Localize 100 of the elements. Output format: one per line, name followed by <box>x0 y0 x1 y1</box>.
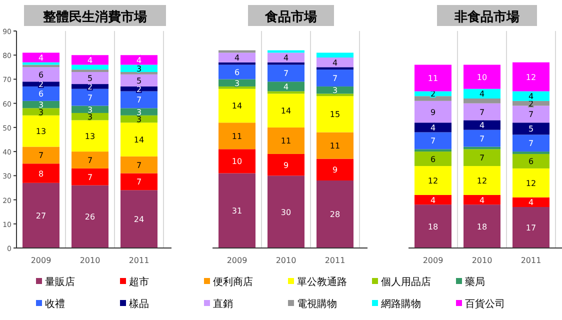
data-label: 5 <box>87 74 93 84</box>
data-label: 12 <box>526 72 536 82</box>
bar <box>464 64 500 89</box>
bar <box>414 96 452 101</box>
data-label: 7 <box>38 151 44 160</box>
bar <box>22 146 60 164</box>
data-label: 6 <box>528 157 534 166</box>
bar <box>22 86 60 101</box>
bar <box>512 134 550 152</box>
x-tick-label: 2011 <box>324 256 346 265</box>
data-label: 3 <box>332 86 338 96</box>
data-label: 4 <box>38 54 44 63</box>
data-label: 11 <box>330 142 340 151</box>
data-label: 6 <box>38 70 44 80</box>
bar <box>512 154 550 168</box>
bar <box>22 52 60 62</box>
bar <box>464 130 500 147</box>
data-label: 7 <box>479 134 485 144</box>
bar <box>218 88 256 123</box>
data-label: 3 <box>38 108 44 117</box>
data-label: 14 <box>280 106 292 116</box>
data-label: 4 <box>234 54 240 63</box>
data-label: 6 <box>430 154 436 164</box>
bar <box>316 96 354 132</box>
bar <box>268 82 304 92</box>
data-label: 7 <box>479 154 485 163</box>
data-label: 4 <box>528 198 534 208</box>
data-label: 7 <box>528 139 534 148</box>
data-label: 26 <box>84 212 96 222</box>
data-label: 7 <box>332 74 338 84</box>
legend-label: 超市 <box>129 276 149 288</box>
bar <box>414 122 452 132</box>
bar <box>72 55 108 65</box>
data-label: 5 <box>136 76 142 86</box>
data-label: 4 <box>430 196 436 205</box>
bar <box>414 64 452 92</box>
data-label: 28 <box>330 210 340 220</box>
x-tick-label: 2009 <box>226 256 248 265</box>
bar <box>464 120 500 130</box>
bar <box>120 122 158 156</box>
data-label: 7 <box>430 136 436 146</box>
legend-label: 電視購物 <box>297 298 337 310</box>
bar <box>218 86 256 89</box>
bar <box>72 168 108 186</box>
data-label: 30 <box>280 208 292 217</box>
bar <box>268 62 304 65</box>
data-label: 12 <box>526 178 536 188</box>
data-label: 3 <box>38 100 44 110</box>
data-label: 4 <box>136 56 142 65</box>
data-label: 11 <box>428 74 438 84</box>
data-label: 3 <box>234 78 240 88</box>
bar <box>22 182 60 248</box>
data-label: 12 <box>476 176 488 186</box>
legend-label: 量販店 <box>45 276 75 288</box>
chart-title: 食品市場 <box>264 9 317 25</box>
data-label: 4 <box>283 82 289 92</box>
data-label: 3 <box>136 108 142 117</box>
bar <box>218 62 256 65</box>
data-label: 9 <box>283 160 289 170</box>
bar <box>464 204 500 248</box>
bar <box>316 132 354 159</box>
legend-label: 百貨公司 <box>465 298 505 310</box>
x-tick-label: 2009 <box>30 256 52 265</box>
chart-title: 整體民生消費市場 <box>42 9 147 25</box>
data-label: 17 <box>526 224 536 233</box>
bar <box>22 62 60 65</box>
data-label: 7 <box>87 172 93 182</box>
data-label: 4 <box>87 56 93 65</box>
bar <box>414 149 452 152</box>
bar <box>414 166 452 195</box>
data-label: 11 <box>232 132 242 141</box>
data-label: 11 <box>280 136 292 146</box>
data-label: 13 <box>84 132 96 141</box>
x-tick-label: 2010 <box>276 256 296 265</box>
data-label: 3 <box>136 64 142 74</box>
bar <box>268 64 304 82</box>
data-label: 18 <box>476 222 488 232</box>
data-label: 14 <box>134 136 144 144</box>
x-tick-label: 2011 <box>128 256 150 265</box>
bar <box>218 122 256 150</box>
legend-label: 直銷 <box>213 298 233 310</box>
data-label: 7 <box>283 69 289 78</box>
data-label: 6 <box>234 68 240 77</box>
data-label: 10 <box>232 157 242 166</box>
bar <box>316 52 354 58</box>
bar <box>414 152 452 166</box>
data-label: 3 <box>136 115 142 124</box>
data-label: 7 <box>136 178 142 187</box>
data-label: 7 <box>87 156 93 165</box>
data-label: 6 <box>38 90 44 99</box>
data-label: 7 <box>136 96 142 105</box>
data-label: 9 <box>430 108 436 117</box>
bar <box>22 164 60 183</box>
bar <box>72 185 108 248</box>
data-label: 15 <box>330 110 340 120</box>
bar <box>72 152 108 168</box>
data-label: 4 <box>479 121 485 130</box>
bar <box>316 158 354 180</box>
bar <box>414 100 452 123</box>
data-label: 31 <box>232 206 242 216</box>
